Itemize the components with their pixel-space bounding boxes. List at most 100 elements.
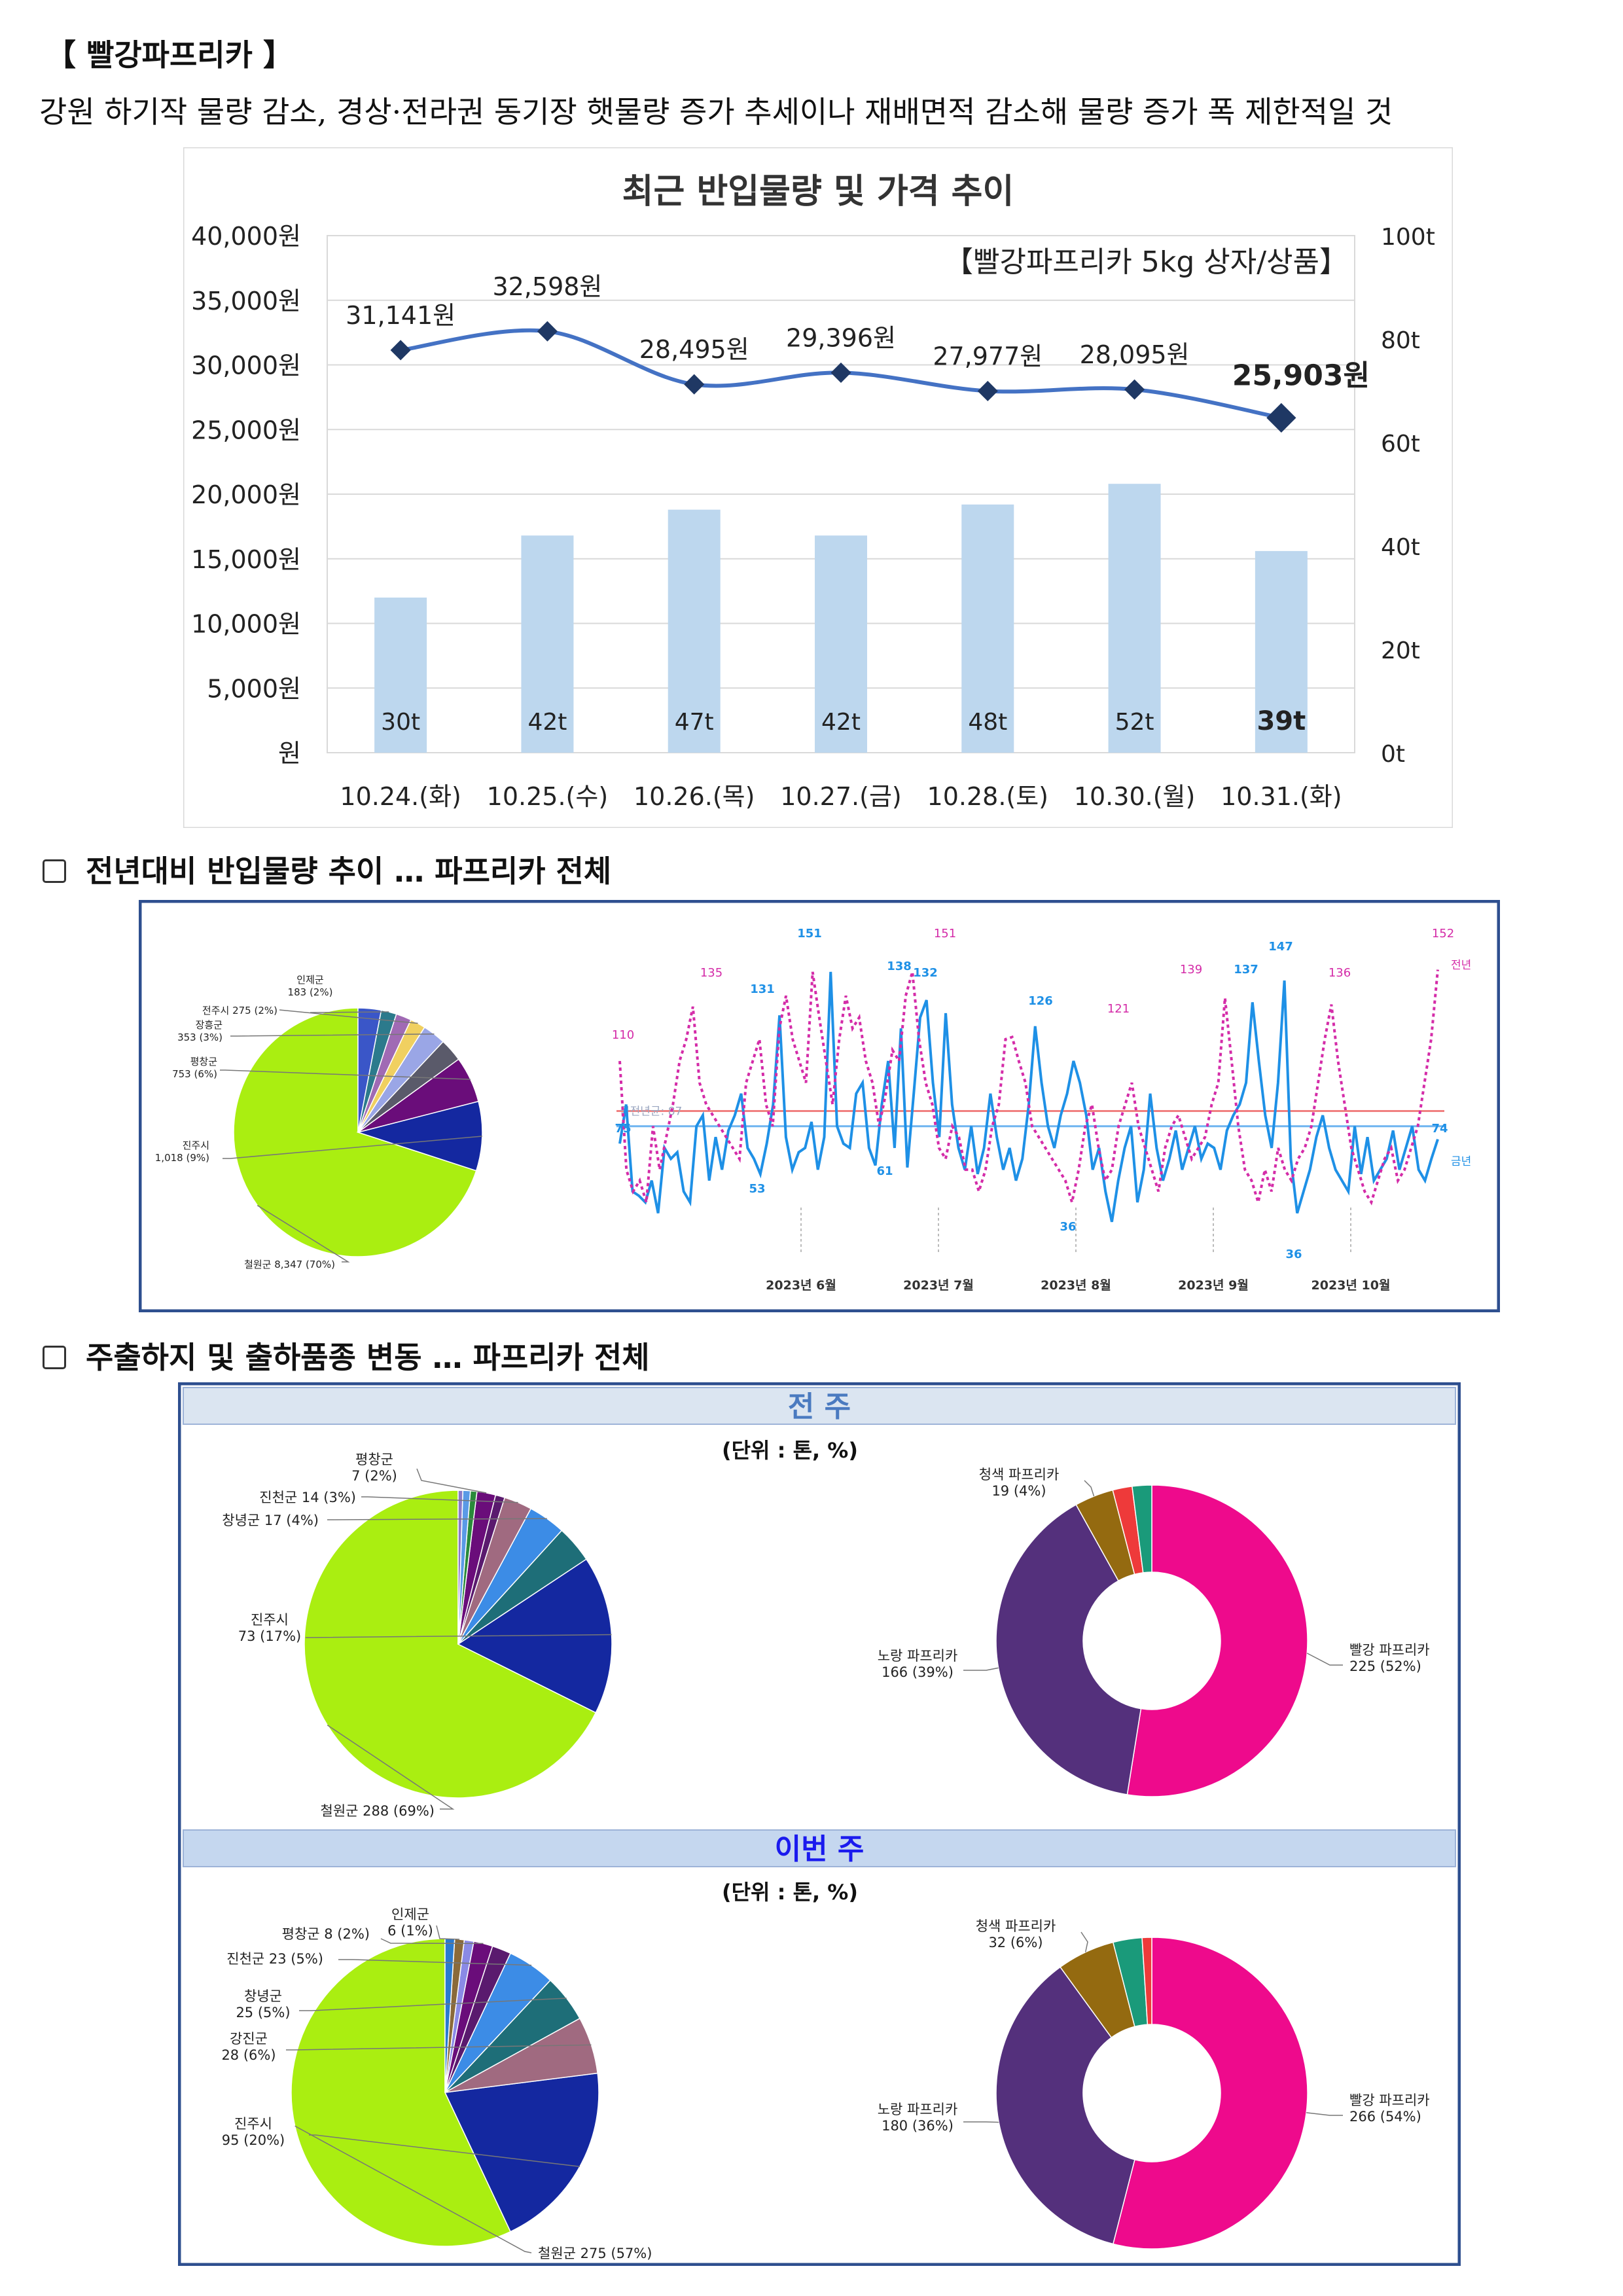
price-point bbox=[1124, 379, 1145, 400]
pie-label: 183 (2%) bbox=[288, 986, 333, 998]
y-right-tick-label: 40t bbox=[1381, 534, 1420, 561]
pie-label: 평창군 8 (2%) bbox=[282, 1926, 370, 1942]
pie-label: 19 (4%) bbox=[991, 1483, 1046, 1499]
bar-data-label: 42t bbox=[527, 709, 567, 736]
leader-line bbox=[1084, 1480, 1095, 1497]
pie-label: 166 (39%) bbox=[882, 1664, 954, 1680]
pie-label: 창녕군 bbox=[244, 1988, 282, 2004]
peak-annotation: 110 bbox=[612, 1028, 634, 1042]
bullet-title-origin-label: 주출하지 및 출하품종 변동 … 파프리카 전체 bbox=[86, 1340, 650, 1375]
pie-label: 전주시 275 (2%) bbox=[202, 1005, 277, 1016]
peak-annotation: 147 bbox=[1268, 940, 1293, 954]
pie-label: 6 (1%) bbox=[387, 1923, 433, 1939]
week-label-this: 이번 주 bbox=[775, 1833, 865, 1866]
leader-line bbox=[230, 1033, 435, 1037]
pie-label: 철원군 275 (57%) bbox=[538, 2246, 652, 2261]
pie-slice bbox=[995, 1966, 1135, 2245]
x-tick-label: 2023년 8월 bbox=[1041, 1278, 1111, 1293]
x-tick-label: 2023년 10월 bbox=[1311, 1278, 1391, 1293]
peak-annotation: 136 bbox=[1329, 966, 1351, 980]
pie-slice bbox=[357, 1007, 382, 1133]
pie-label: 청색 파프리카 bbox=[979, 1467, 1060, 1482]
price-point bbox=[977, 380, 998, 402]
bullet-title-yoy-label: 전년대비 반입물량 추이 … 파프리카 전체 bbox=[86, 853, 612, 889]
checkbox-icon bbox=[43, 1346, 66, 1369]
combo-chart-title: 최근 반입물량 및 가격 추이 bbox=[622, 172, 1014, 211]
leader-line bbox=[286, 2044, 592, 2051]
bar bbox=[815, 535, 867, 753]
bar-data-label: 42t bbox=[821, 709, 861, 736]
leader-line bbox=[294, 2125, 532, 2253]
pie-slice bbox=[291, 1938, 512, 2247]
pie-label: 빨강 파프리카 bbox=[1349, 2092, 1430, 2108]
leader-line bbox=[1306, 1653, 1343, 1666]
leader-line bbox=[1080, 1931, 1088, 1952]
x-tick-label: 2023년 6월 bbox=[766, 1278, 836, 1293]
peak-annotation: 138 bbox=[887, 960, 912, 973]
pie-label: 32 (6%) bbox=[988, 1935, 1043, 1950]
pie-label: 평창군 bbox=[355, 1452, 393, 1467]
bullet-title-origin: 주출하지 및 출하품종 변동 … 파프리카 전체 bbox=[43, 1334, 650, 1377]
price-data-label: 28,095원 bbox=[1080, 340, 1190, 369]
legend-previous: 전년 bbox=[1451, 959, 1471, 972]
pie-label: 철원군 8,347 (70%) bbox=[244, 1259, 335, 1270]
leader-line bbox=[279, 1009, 418, 1024]
unit-label-prev: (단위 : 톤, %) bbox=[722, 1438, 858, 1463]
pie-label: 강진군 bbox=[230, 2031, 268, 2047]
y-left-tick-label: 20,000원 bbox=[191, 480, 301, 509]
x-tick-label: 10.28.(토) bbox=[927, 782, 1048, 811]
bullet-title-yoy: 전년대비 반입물량 추이 … 파프리카 전체 bbox=[43, 848, 611, 891]
pie-label: 청색 파프리카 bbox=[976, 1918, 1056, 1934]
pie-label: 28 (6%) bbox=[221, 2047, 276, 2063]
pie-label: 353 (3%) bbox=[177, 1031, 223, 1043]
y-left-tick-label: 40,000원 bbox=[191, 222, 301, 251]
pie-label: 266 (54%) bbox=[1349, 2109, 1421, 2125]
pie-label: 진주시 bbox=[234, 2116, 272, 2132]
pie-slice bbox=[1126, 1484, 1308, 1797]
pie-label: 인제군 bbox=[296, 974, 324, 986]
pie-label: 95 (20%) bbox=[222, 2132, 285, 2148]
leader-line bbox=[1306, 2112, 1343, 2116]
price-data-label: 31,141원 bbox=[346, 301, 455, 330]
pie-label: 73 (17%) bbox=[238, 1628, 301, 1644]
y-left-tick-label: 35,000원 bbox=[191, 287, 301, 315]
peak-annotation: 139 bbox=[1180, 963, 1202, 977]
peak-annotation: 135 bbox=[700, 966, 722, 980]
pie-slice bbox=[1141, 1937, 1152, 2026]
y-right-tick-label: 60t bbox=[1381, 431, 1420, 457]
pie-label: 진주시 bbox=[183, 1139, 209, 1151]
price-data-label: 29,396원 bbox=[786, 323, 896, 352]
x-tick-label: 2023년 7월 bbox=[903, 1278, 974, 1293]
leader-line bbox=[223, 1136, 482, 1159]
y-left-tick-label: 15,000원 bbox=[191, 545, 301, 574]
leader-line bbox=[327, 1518, 547, 1520]
section-title: 【 빨강파프리카 】 bbox=[46, 37, 293, 73]
leader-line bbox=[306, 1634, 612, 1638]
bar bbox=[1255, 550, 1308, 753]
pie-label: 225 (52%) bbox=[1349, 1659, 1421, 1674]
peak-annotation: 132 bbox=[913, 966, 938, 980]
pie-label: 7 (2%) bbox=[351, 1468, 397, 1484]
leader-line bbox=[257, 1205, 350, 1263]
y-right-tick-label: 0t bbox=[1381, 741, 1405, 768]
pie-label: 1,018 (9%) bbox=[155, 1152, 209, 1164]
peak-annotation: 137 bbox=[1234, 963, 1258, 977]
checkbox-icon bbox=[43, 859, 66, 883]
leader-line bbox=[299, 1998, 567, 2011]
peak-annotation: 151 bbox=[797, 927, 822, 941]
x-tick-label: 2023년 9월 bbox=[1178, 1278, 1249, 1293]
unit-label-this: (단위 : 톤, %) bbox=[722, 1880, 858, 1905]
x-tick-label: 10.24.(화) bbox=[340, 782, 461, 811]
leader-line bbox=[309, 2134, 580, 2167]
pie-label: 평창군 bbox=[190, 1056, 218, 1067]
leader-line bbox=[416, 1468, 487, 1494]
pie-label: 180 (36%) bbox=[882, 2118, 954, 2134]
combo-chart: 최근 반입물량 및 가격 추이 【빨강파프리카 5kg 상자/상품】 원 5,00… bbox=[183, 147, 1453, 828]
bar-data-label: 48t bbox=[968, 709, 1007, 736]
leader-line bbox=[436, 1925, 460, 1940]
y-right-tick-label: 80t bbox=[1381, 327, 1420, 354]
